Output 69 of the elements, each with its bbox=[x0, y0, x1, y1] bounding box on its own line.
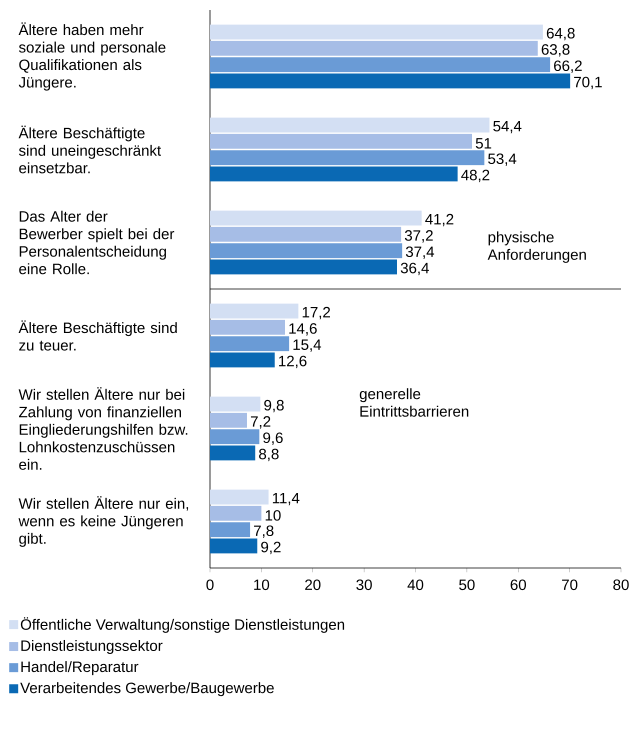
bar bbox=[210, 226, 402, 242]
bar bbox=[210, 538, 258, 554]
x-tick-label: 40 bbox=[408, 579, 424, 590]
data-label: 53,4 bbox=[488, 153, 516, 166]
data-label: 54,4 bbox=[493, 120, 522, 134]
annotation: physische Anforderungen bbox=[488, 231, 586, 263]
data-label: 7,8 bbox=[254, 525, 274, 538]
bar bbox=[210, 210, 422, 226]
data-label: 15,4 bbox=[293, 340, 322, 352]
bar bbox=[210, 40, 538, 56]
bar bbox=[210, 150, 484, 166]
y-tick-label: Ältere Beschäftigte sind zu teuer. bbox=[18, 320, 177, 351]
data-label: 51 bbox=[476, 138, 492, 149]
data-label: 10 bbox=[266, 510, 281, 521]
data-label: 64,8 bbox=[546, 28, 575, 40]
bar bbox=[210, 73, 570, 88]
y-tick-label: Wir stellen Ältere nur ein, wenn es keine Jüngeren gibt. bbox=[18, 496, 188, 547]
bar bbox=[210, 522, 250, 538]
bar bbox=[210, 166, 458, 182]
data-label: 9,8 bbox=[264, 400, 284, 412]
legend-label: Öffentliche Verwaltung/sonstige Dienstleistungen bbox=[20, 617, 344, 633]
data-label: 36,4 bbox=[400, 262, 429, 276]
data-label: 17,2 bbox=[302, 306, 330, 320]
x-tick-label: 0 bbox=[206, 579, 214, 590]
data-label: 12,6 bbox=[279, 356, 306, 368]
bar bbox=[210, 320, 286, 335]
bar bbox=[210, 118, 490, 133]
data-label: 8,8 bbox=[259, 448, 279, 462]
data-label: 66,2 bbox=[554, 60, 582, 73]
y-tick-label: Das Alter der Bewerber spielt bei der Personalentscheidung eine Rolle. bbox=[19, 210, 174, 274]
x-tick-label: 80 bbox=[613, 579, 629, 590]
data-label: 11,4 bbox=[272, 492, 300, 506]
y-tick-label: Wir stellen Ältere nur bei Zahlung von finanziellen Eingliederungshilfen bzw. Lohnkostenzuschüssen ein. bbox=[18, 387, 188, 470]
x-tick-label: 10 bbox=[254, 579, 270, 590]
bar bbox=[210, 429, 260, 444]
data-label: 37,4 bbox=[406, 246, 434, 259]
data-label: 9,2 bbox=[261, 542, 281, 554]
bar bbox=[210, 506, 262, 521]
x-tick-label: 70 bbox=[562, 579, 578, 590]
data-label: 14,6 bbox=[289, 323, 317, 336]
legend-label: Dienstleistungssektor bbox=[21, 640, 162, 654]
bar bbox=[210, 445, 256, 460]
bar bbox=[210, 243, 402, 258]
data-label: 37,2 bbox=[404, 230, 433, 243]
x-tick-label: 60 bbox=[510, 579, 526, 590]
legend-label: Handel/Reparatur bbox=[21, 661, 138, 676]
y-tick-label: Ältere haben mehr soziale und personale Qualifikationen als Jüngere. bbox=[18, 22, 166, 91]
data-label: 63,8 bbox=[542, 44, 570, 57]
data-label: 9,6 bbox=[263, 432, 283, 445]
bar bbox=[210, 57, 550, 72]
bar bbox=[210, 259, 398, 274]
x-tick-label: 50 bbox=[459, 579, 475, 590]
legend-label: Verarbeitendes Gewerbe/Baugewerbe bbox=[20, 682, 274, 696]
data-label: 70,1 bbox=[574, 76, 602, 90]
bar bbox=[210, 490, 269, 505]
bar bbox=[210, 352, 275, 368]
bar bbox=[210, 24, 543, 40]
bar bbox=[210, 396, 260, 412]
bar bbox=[210, 412, 247, 428]
bar bbox=[210, 134, 472, 149]
data-label: 41,2 bbox=[425, 214, 454, 226]
annotation: generelle Eintrittsbarrieren bbox=[360, 388, 468, 417]
x-tick-label: 30 bbox=[356, 579, 372, 590]
y-tick-label: Ältere Beschäftigte sind uneingeschränkt einsetzbar. bbox=[18, 126, 161, 174]
data-label: 7,2 bbox=[250, 416, 270, 429]
data-label: 48,2 bbox=[461, 170, 490, 182]
bar bbox=[210, 304, 298, 319]
bar bbox=[210, 336, 290, 352]
x-tick-label: 20 bbox=[305, 579, 320, 590]
